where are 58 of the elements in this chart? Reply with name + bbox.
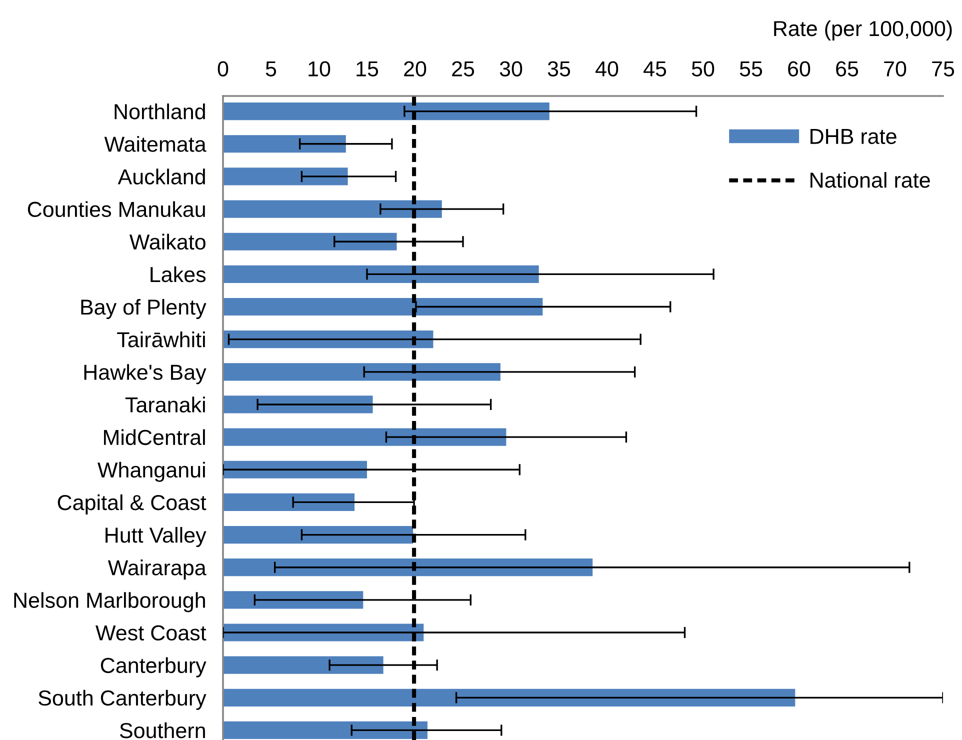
- bar: [223, 396, 373, 414]
- bar: [223, 330, 434, 348]
- x-tick-label: 25: [452, 61, 474, 76]
- bar: [223, 656, 384, 674]
- y-tick-label: West Coast: [96, 625, 206, 641]
- bar: [223, 688, 796, 706]
- x-tick-label: 10: [308, 61, 330, 76]
- x-tick-label: 45: [644, 61, 666, 76]
- y-tick-label: Southern: [120, 722, 205, 738]
- x-tick-label: 40: [596, 61, 618, 76]
- x-tick-label: 30: [500, 61, 522, 76]
- bar: [223, 591, 364, 609]
- x-tick-label: 60: [788, 61, 810, 76]
- ref-line-label: National rate: [810, 172, 930, 188]
- x-tick-label: 20: [404, 61, 426, 76]
- y-tick-label: MidCentral: [104, 429, 205, 446]
- y-tick-label: Waikato: [129, 234, 206, 250]
- bar: [223, 265, 539, 283]
- x-tick-label: 5: [266, 61, 276, 76]
- bar: [223, 102, 550, 120]
- y-tick-label: Hawke's Bay: [84, 364, 206, 384]
- y-tick-label: Bay of Plenty: [81, 298, 206, 320]
- y-tick-label: Taranaki: [125, 396, 205, 412]
- y-tick-label: Northland: [114, 104, 205, 120]
- bar: [223, 493, 355, 511]
- x-tick-label: 0: [218, 61, 228, 76]
- bar: [223, 168, 348, 186]
- y-tick-label: South Canterbury: [38, 690, 206, 710]
- bar: [223, 558, 593, 576]
- y-tick-label: Hutt Valley: [106, 526, 206, 548]
- x-tick-label: 70: [884, 61, 906, 76]
- bar: [223, 232, 397, 250]
- x-axis-title: Rate (per 100,000): [774, 20, 952, 40]
- bar: [223, 200, 442, 218]
- y-tick-label: Canterbury: [100, 657, 206, 678]
- y-tick-label: Wairarapa: [108, 560, 206, 580]
- y-tick-label: Counties Manukau: [28, 201, 205, 218]
- x-tick-label: 55: [740, 61, 762, 76]
- x-tick-label: 75: [932, 61, 954, 76]
- bar: [223, 298, 543, 316]
- bar: [223, 135, 346, 153]
- x-tick-label: 65: [836, 61, 858, 76]
- legend-label: DHB rate: [810, 129, 896, 144]
- bar: [223, 721, 428, 740]
- bar: [223, 428, 506, 446]
- y-tick-label: Whanganui: [98, 462, 205, 482]
- bar: [223, 460, 367, 478]
- x-tick-label: 35: [548, 61, 570, 76]
- bar: [223, 526, 414, 544]
- y-tick-label: Capital & Coast: [58, 494, 206, 514]
- y-tick-label: Lakes: [150, 266, 206, 282]
- y-tick-label: Nelson Marlborough: [14, 592, 205, 612]
- bar: [223, 363, 500, 381]
- x-tick-label: 50: [692, 61, 714, 76]
- y-tick-label: Tairāwhiti: [117, 332, 205, 348]
- y-tick-label: Auckland: [118, 168, 205, 184]
- x-tick-label: 15: [356, 61, 378, 76]
- y-tick-label: Waitemata: [104, 136, 206, 152]
